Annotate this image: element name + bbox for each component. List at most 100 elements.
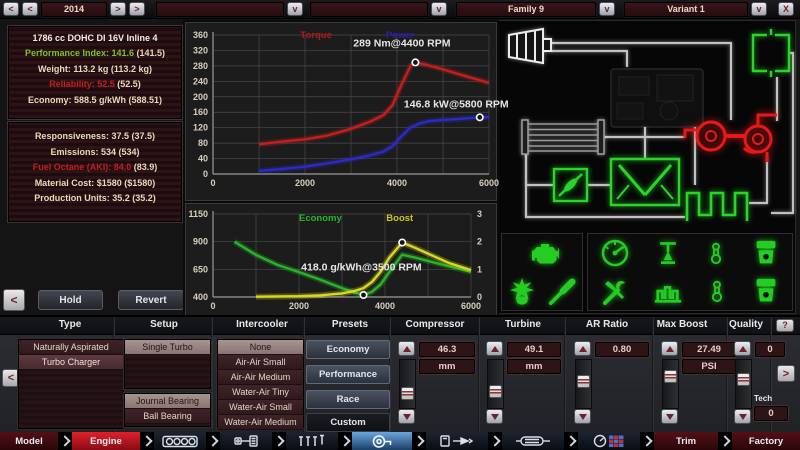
preset-performance-button[interactable]: Performance [306,365,390,384]
max-boost-up-button[interactable] [661,341,678,356]
intercooler-option[interactable]: Water-Air Medium [218,415,303,430]
svg-text:280: 280 [193,61,208,71]
preset-race-button[interactable]: Race [306,390,390,409]
stat-line: Emissions: 534 (534) [50,146,140,157]
knock-icon [509,277,535,305]
tab-trim[interactable]: Trim [654,432,718,450]
dropdown-field-2[interactable] [310,1,428,17]
caret-down-icon [578,413,587,420]
family-dropdown[interactable]: Family 9 [456,1,596,17]
turbine-up-button[interactable] [486,341,503,356]
intake-manifold-icon [609,157,681,207]
engine-block-icon [162,435,198,447]
year-back-fast-button[interactable]: < [3,2,19,16]
close-button[interactable]: X [778,2,794,16]
svg-text:0: 0 [203,169,208,179]
engine-silhouette [610,68,704,128]
tab-fuel-system[interactable] [426,432,488,450]
turbine-slider-track[interactable] [487,359,504,409]
compressor-up-button[interactable] [398,341,415,356]
column-divider [211,317,213,434]
stat-line: Reliability: 52.5 (52.5) [49,79,141,89]
type-option-selected[interactable]: Turbo Charger [19,355,123,370]
tab-model[interactable]: Model [0,432,58,450]
type-listbox: Naturally Aspirated Turbo Charger [18,339,124,429]
column-divider [770,317,772,434]
quality-down-button[interactable] [734,409,751,424]
quality-up-button[interactable] [734,341,751,356]
type-option[interactable]: Naturally Aspirated [19,340,123,355]
bearing-option[interactable]: Ball Bearing [125,409,210,424]
compressor-down-button[interactable] [398,409,415,424]
testing-icon [593,434,624,448]
svg-text:900: 900 [193,237,208,247]
chevron-down-icon: v [756,4,762,14]
tab-aspiration-active[interactable] [352,432,412,450]
tech-value: 0 [754,406,788,421]
year-forward-fast-button[interactable]: > [129,2,145,16]
tab-bottom-end[interactable] [220,432,272,450]
family-open-button[interactable]: v [599,2,615,16]
ar-ratio-up-button[interactable] [574,341,591,356]
compressor-slider-track[interactable] [399,359,416,409]
header-type: Type [58,319,82,330]
tools-icon [603,281,625,305]
max-boost-slider-handle[interactable] [664,370,677,383]
svg-text:200: 200 [193,92,208,102]
chevron-right-icon: > [782,367,790,380]
svg-text:80: 80 [198,138,208,148]
panel-forward-button[interactable]: > [777,365,795,382]
revert-button[interactable]: Revert [118,290,184,310]
chevron-down-icon: v [436,4,442,14]
turbine-down-button[interactable] [486,409,503,424]
year-forward-button[interactable]: > [110,2,126,16]
svg-text:160: 160 [193,107,208,117]
year-back-button[interactable]: < [22,2,38,16]
svg-text:Torque: Torque [300,30,332,41]
tab-engine-active[interactable]: Engine [72,432,140,450]
tab-top-end[interactable] [286,432,338,450]
ar-ratio-down-button[interactable] [574,409,591,424]
preset-economy-button[interactable]: Economy [306,340,390,359]
dropdown-field-1[interactable] [156,1,284,17]
year-field[interactable]: 2014 [41,1,107,17]
chevron-right-icon: > [115,4,121,14]
dropdown-1-open-button[interactable]: v [287,2,303,16]
column-divider [389,317,391,434]
tab-testing[interactable] [578,432,640,450]
intercooler-option[interactable]: Water-Air Tiny [218,385,303,400]
max-boost-slider-track[interactable] [662,359,679,409]
tab-factory[interactable]: Factory [732,432,800,450]
ar-ratio-slider-handle[interactable] [577,375,590,388]
intercooler-option[interactable]: Water-Air Small [218,400,303,415]
svg-text:289 Nm@4400 RPM: 289 Nm@4400 RPM [353,38,450,50]
help-button[interactable]: ? [776,319,794,332]
turbine-slider-handle[interactable] [489,385,502,398]
hold-button[interactable]: Hold [38,290,103,310]
variant-open-button[interactable]: v [751,2,767,16]
chevron-separator [58,432,72,450]
intercooler-option[interactable]: Air-Air Medium [218,370,303,385]
intercooler-option-selected[interactable]: None [218,340,303,355]
tab-exhaust[interactable] [502,432,564,450]
tab-engine-block[interactable] [154,432,206,450]
chevron-separator [640,432,654,450]
setup-option-selected[interactable]: Single Turbo [125,340,210,355]
svg-text:1150: 1150 [188,209,208,219]
variant-dropdown[interactable]: Variant 1 [624,1,748,17]
back-button[interactable]: < [3,289,25,311]
intercooler-option[interactable]: Air-Air Small [218,355,303,370]
quality-slider-handle[interactable] [737,373,750,386]
ar-ratio-value: 0.80 [595,342,649,357]
quality-slider-track[interactable] [735,359,752,409]
preset-custom-button[interactable]: Custom [306,413,390,432]
chevron-separator [488,432,502,450]
chevron-separator [412,432,426,450]
dropdown-2-open-button[interactable]: v [431,2,447,16]
compressor-slider-handle[interactable] [401,387,414,400]
bearing-option-selected[interactable]: Journal Bearing [125,394,210,409]
chevron-separator [338,432,352,450]
ar-ratio-slider-track[interactable] [575,359,592,409]
max-boost-down-button[interactable] [661,409,678,424]
check-engine-icon [532,243,559,263]
